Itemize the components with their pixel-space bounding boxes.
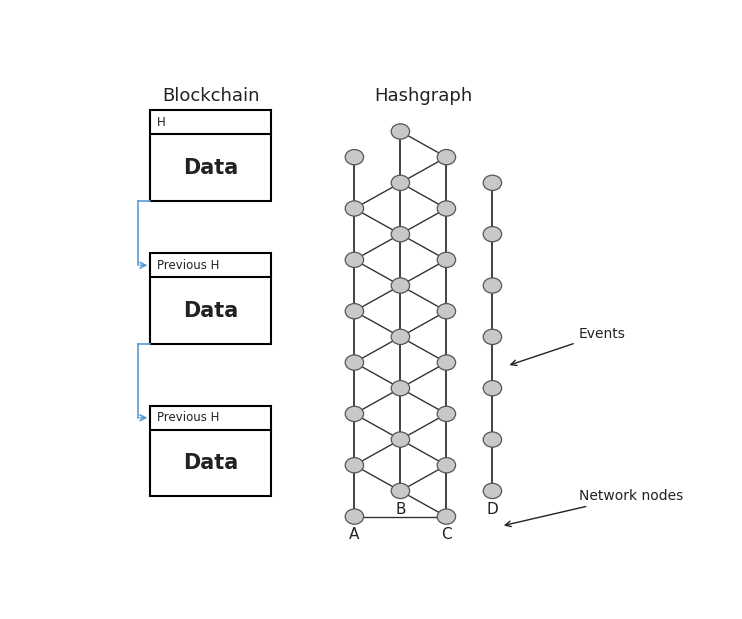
Circle shape [483,329,502,345]
Circle shape [391,381,410,396]
Circle shape [345,509,364,524]
Text: A: A [349,527,360,542]
Circle shape [437,355,456,370]
Text: Previous H: Previous H [157,411,220,424]
Circle shape [345,201,364,216]
Circle shape [437,201,456,216]
Text: C: C [441,527,452,542]
Circle shape [483,175,502,191]
Circle shape [483,227,502,242]
Text: Data: Data [183,157,238,178]
Circle shape [345,457,364,473]
Circle shape [437,252,456,267]
Circle shape [437,303,456,319]
Text: Data: Data [183,300,238,321]
Circle shape [483,483,502,498]
Circle shape [483,432,502,447]
Text: B: B [395,501,406,516]
Circle shape [437,406,456,422]
Circle shape [391,329,410,345]
Text: Network nodes: Network nodes [505,489,683,527]
Circle shape [483,278,502,293]
Circle shape [437,150,456,165]
Circle shape [345,355,364,370]
Circle shape [391,432,410,447]
Circle shape [391,278,410,293]
Bar [150,405,271,496]
Text: Data: Data [183,453,238,473]
Circle shape [391,483,410,498]
Text: Hashgraph: Hashgraph [374,87,473,105]
Circle shape [345,303,364,319]
Circle shape [345,150,364,165]
Circle shape [345,406,364,422]
Bar [150,253,271,344]
Text: Previous H: Previous H [157,259,220,272]
Text: Blockchain: Blockchain [162,87,260,105]
Circle shape [391,124,410,139]
Bar [150,110,271,201]
Circle shape [345,252,364,267]
Text: Events: Events [511,327,626,365]
Text: H: H [157,116,166,129]
Text: D: D [487,501,499,516]
Circle shape [391,227,410,242]
Circle shape [391,175,410,191]
Circle shape [437,509,456,524]
Circle shape [483,381,502,396]
Circle shape [437,457,456,473]
